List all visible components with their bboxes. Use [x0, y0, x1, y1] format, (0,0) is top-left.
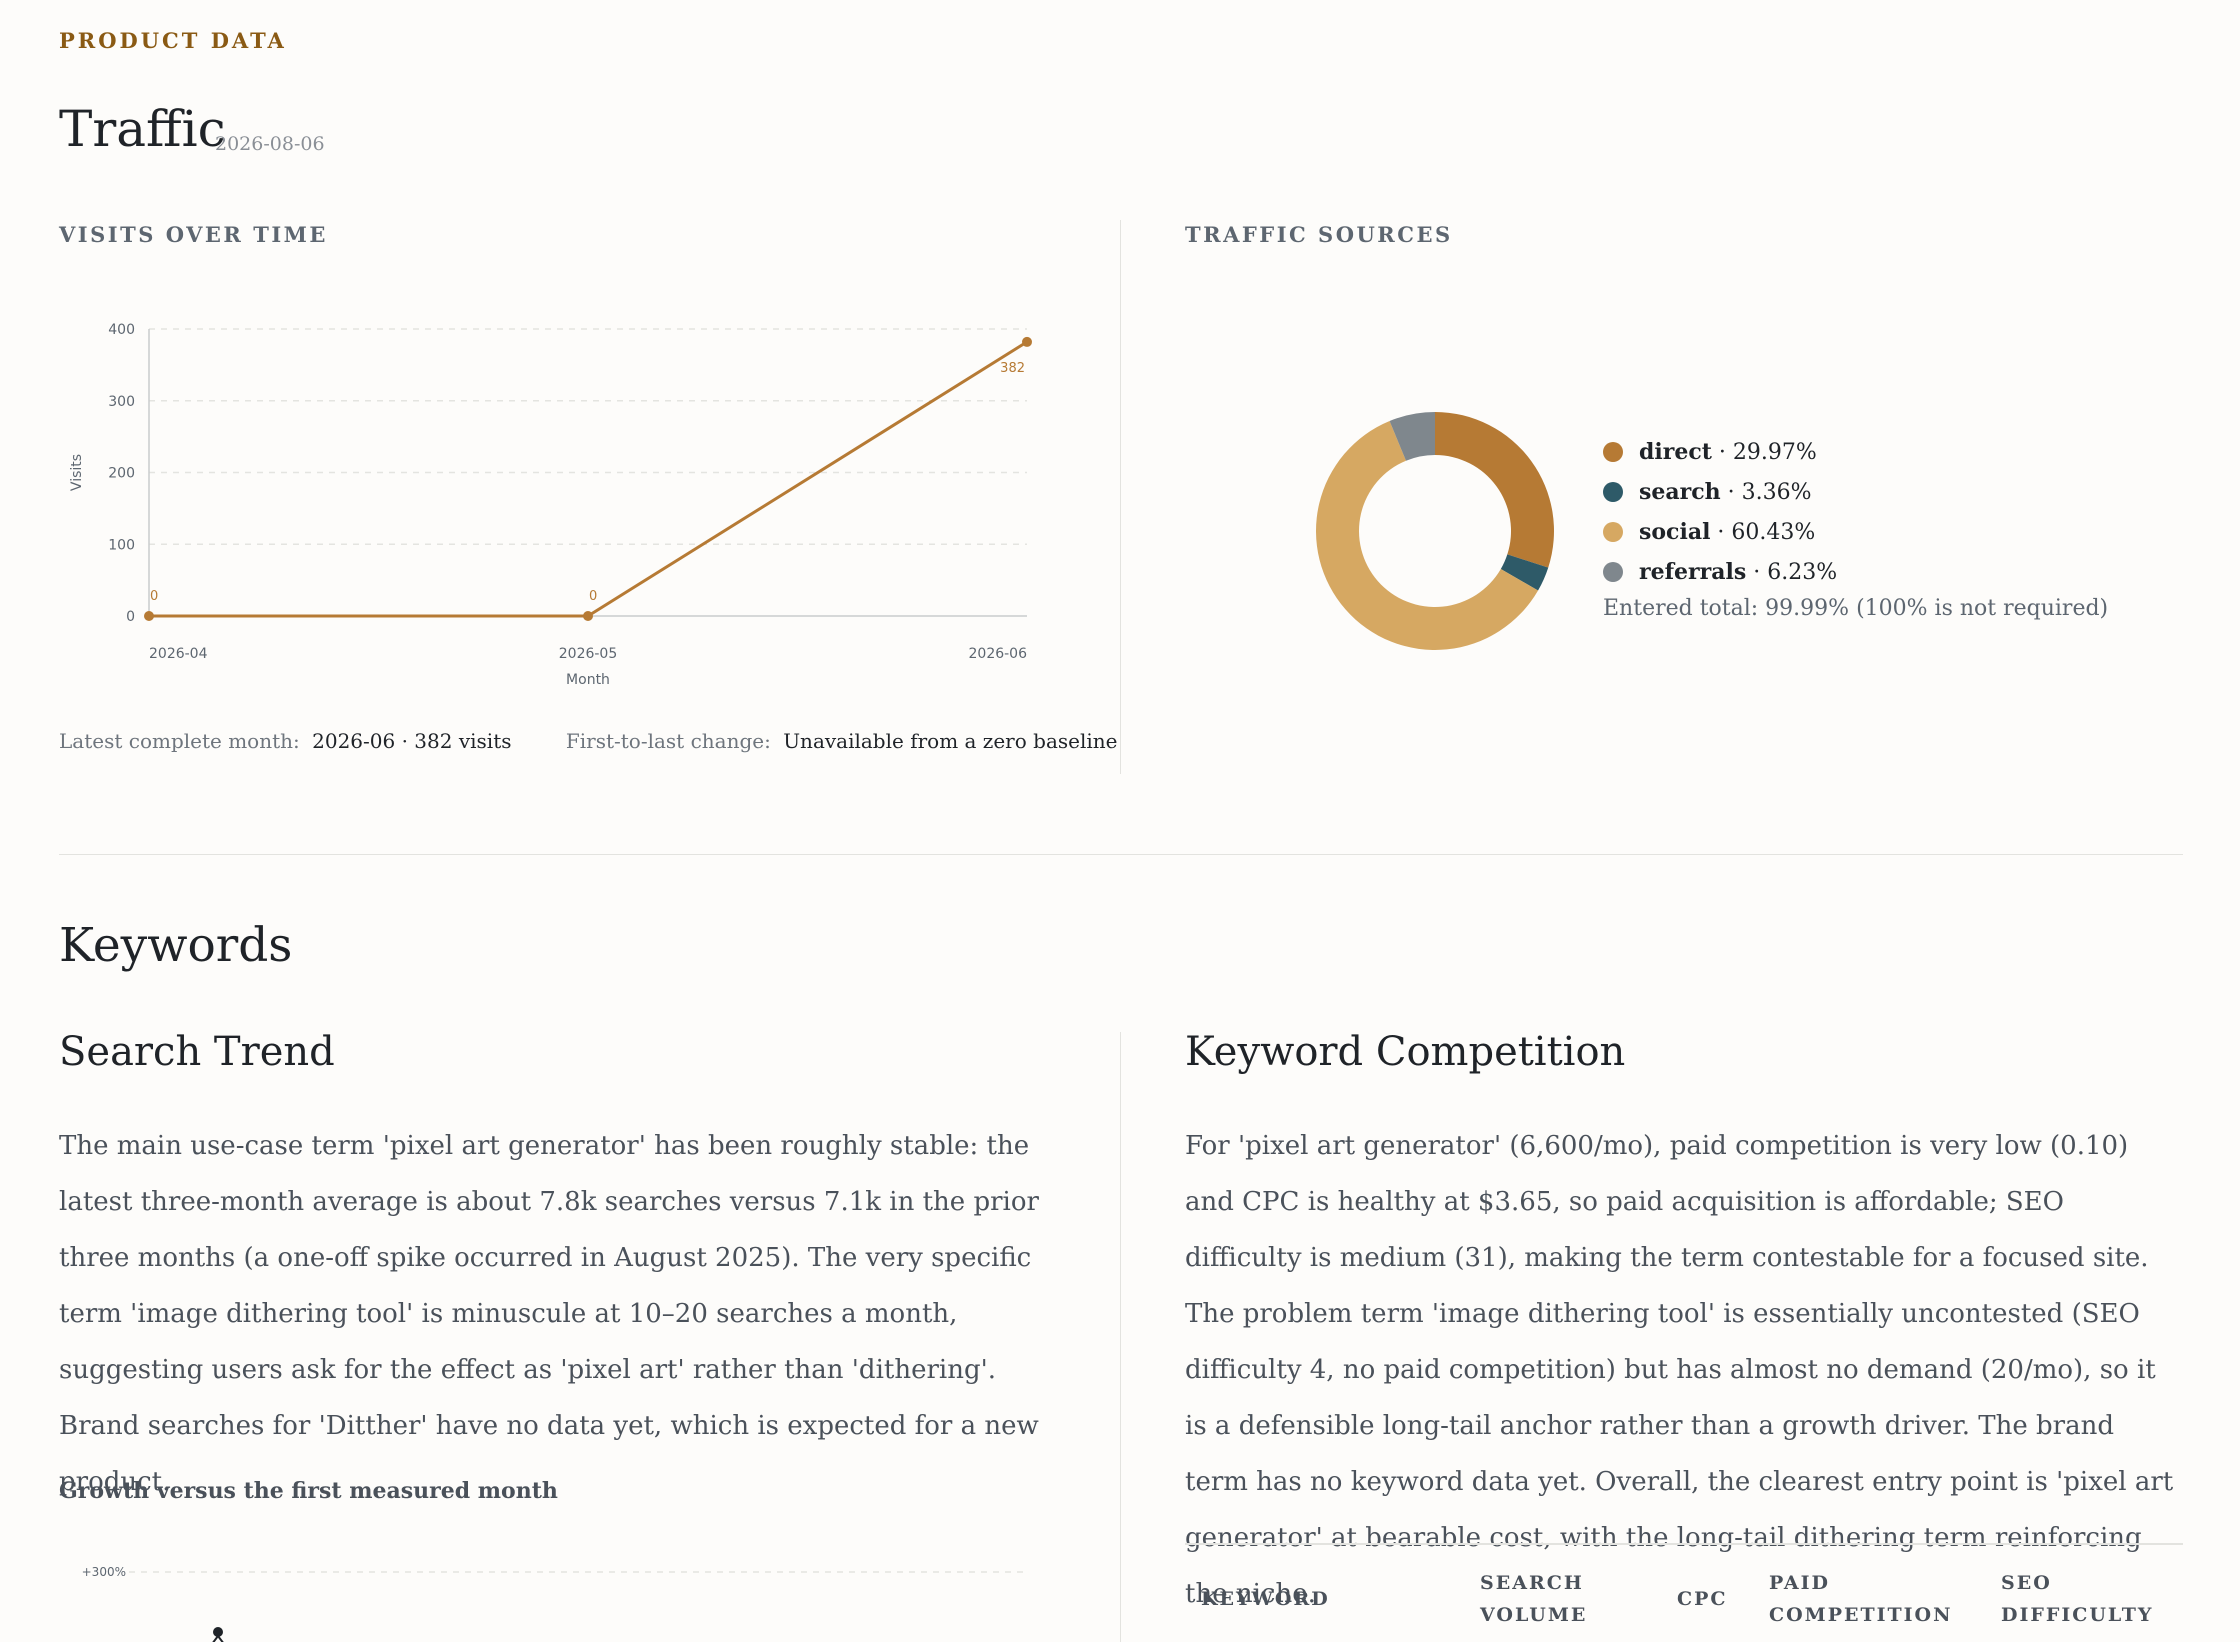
table-header-paid-competition[interactable]: PAID COMPETITION: [1769, 1572, 1953, 1626]
x-tick-label: 2026-06: [969, 646, 1028, 662]
data-point: [213, 1627, 223, 1637]
legend-pct: 60.43%: [1731, 519, 1816, 545]
change-label: First-to-last change:: [565, 729, 771, 753]
column-divider-bottom: [1120, 1032, 1121, 1642]
legend-item-search: search · 3.36%: [1603, 472, 2108, 512]
x-tick-label: 2026-05: [559, 646, 618, 662]
legend-item-referrals: referrals · 6.23%: [1603, 552, 2108, 592]
table-header-cpc[interactable]: CPC: [1677, 1588, 1728, 1610]
table-top-rule: [1185, 1543, 2183, 1545]
x-axis-title: Month: [566, 672, 610, 688]
latest-month-value: 2026-06 · 382 visits: [312, 729, 512, 753]
legend-item-direct: direct · 29.97%: [1603, 432, 2108, 472]
table-header-seo-difficulty[interactable]: SEO DIFFICULTY: [2001, 1572, 2154, 1626]
legend-swatch: [1603, 562, 1623, 582]
growth-chart-title: Growth versus the first measured month: [59, 1478, 558, 1504]
legend-pct: 6.23%: [1767, 559, 1838, 585]
legend-name: direct: [1639, 439, 1712, 465]
y-tick-label: 0: [126, 609, 135, 625]
y-tick-label: 100: [108, 537, 135, 553]
latest-month-label: Latest complete month:: [59, 729, 300, 753]
y-tick-label: 200: [108, 466, 135, 482]
sources-section-label: TRAFFIC SOURCES: [1185, 222, 1453, 247]
legend-pct: 29.97%: [1732, 439, 1817, 465]
report-date: 2026-08-06: [215, 133, 325, 155]
page-title: Traffic: [59, 100, 226, 158]
y-tick-label: 400: [108, 322, 135, 338]
keyword-competition-title: Keyword Competition: [1185, 1029, 1626, 1075]
donut-slice-social: [1316, 421, 1539, 650]
y-tick-label: +300%: [82, 1565, 126, 1579]
data-label: 382: [1000, 361, 1025, 376]
change-value: Unavailable from a zero baseline: [783, 729, 1118, 753]
donut-slice-search: [1500, 554, 1549, 591]
data-label: 0: [150, 589, 158, 604]
x-tick-label: 2026-04: [149, 646, 208, 662]
keyword-competition-text: For 'pixel art generator' (6,600/mo), pa…: [1185, 1131, 2174, 1609]
data-point: [583, 611, 593, 621]
donut-legend: direct · 29.97% search · 3.36% social · …: [1603, 432, 2108, 621]
series-line: [217, 1635, 224, 1642]
growth-chart: +300%: [82, 1565, 1027, 1642]
column-divider-top: [1120, 220, 1121, 774]
legend-pct: 3.36%: [1741, 479, 1812, 505]
legend-name: social: [1639, 519, 1711, 545]
donut-slice-referrals: [1389, 412, 1435, 461]
legend-swatch: [1603, 522, 1623, 542]
eyebrow-label: PRODUCT DATA: [59, 28, 287, 53]
table-header-keyword[interactable]: KEYWORD: [1201, 1588, 1330, 1610]
legend-item-social: social · 60.43%: [1603, 512, 2108, 552]
table-header-search-volume[interactable]: SEARCH VOLUME: [1480, 1572, 1588, 1626]
section-divider: [59, 854, 2183, 855]
legend-swatch: [1603, 482, 1623, 502]
donut-slice-direct: [1435, 412, 1554, 568]
stat-row: Latest complete month: 2026-06 · 382 vis…: [59, 729, 1117, 753]
search-trend-title: Search Trend: [59, 1029, 335, 1075]
series-line: [149, 340, 1028, 618]
series-line: [212, 1635, 219, 1642]
legend-name: search: [1639, 479, 1721, 505]
data-point: [1022, 336, 1032, 347]
y-axis-title: Visits: [69, 454, 85, 491]
legend-swatch: [1603, 442, 1623, 462]
legend-name: referrals: [1639, 559, 1747, 585]
visits-section-label: VISITS OVER TIME: [59, 222, 328, 247]
keywords-title: Keywords: [59, 918, 293, 973]
traffic-sources-donut: [1316, 412, 1554, 650]
visits-line-chart: 0 100 200 300 400 2026-04 2026-05 2026-06 Month V…: [69, 322, 1032, 688]
search-trend-text: The main use-case term 'pixel art genera…: [59, 1131, 1039, 1497]
legend-total-note: Entered total: 99.99% (100% is not requi…: [1603, 596, 2109, 621]
data-point: [144, 611, 154, 621]
y-tick-label: 300: [108, 394, 135, 410]
data-label: 0: [589, 589, 597, 604]
